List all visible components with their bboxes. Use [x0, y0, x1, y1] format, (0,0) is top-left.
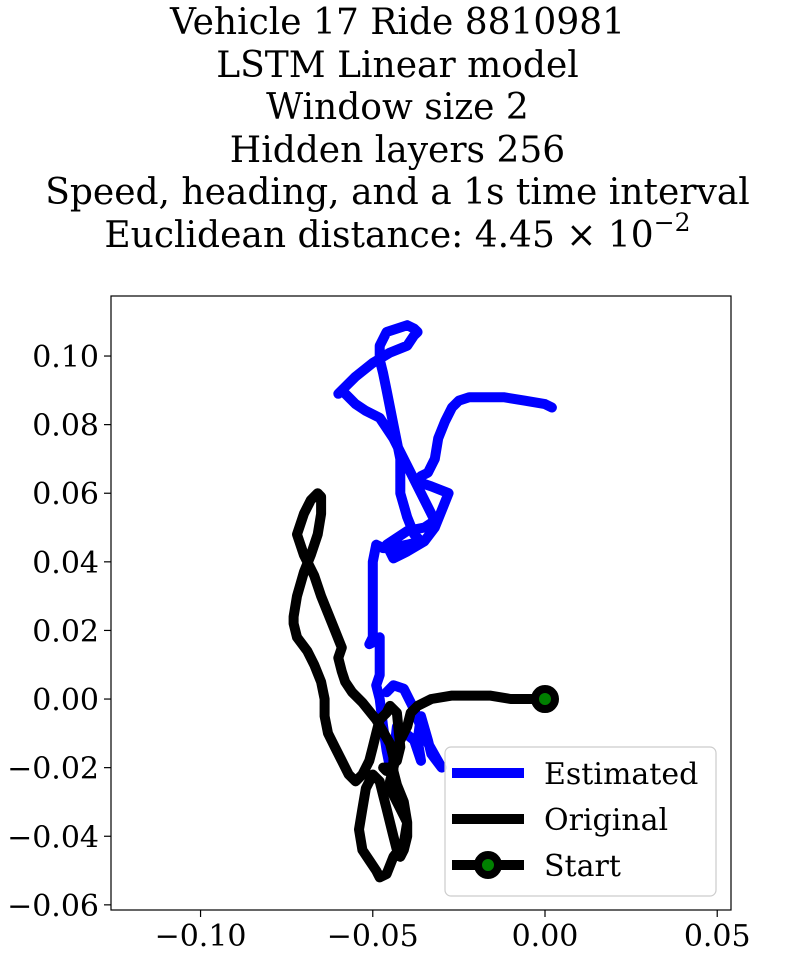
y-tick-label: 0.00: [32, 683, 99, 718]
plot-area-frame: [110, 295, 732, 911]
title-line-3: Window size 2: [266, 87, 529, 129]
y-tick-label: 0.10: [32, 340, 99, 375]
title-distance-text: Euclidean distance: 4.45 × 10: [104, 214, 654, 256]
y-tick-label: 0.08: [32, 409, 99, 444]
legend-box: [444, 746, 717, 897]
x-tick-label: −0.05: [327, 919, 419, 954]
legend-label-start: Start: [544, 849, 621, 884]
x-tick-label: 0.05: [684, 919, 751, 954]
legend-label-estimated: Estimated: [544, 757, 698, 792]
legend: Estimated Original Start: [444, 746, 717, 897]
series-layer: [288, 320, 559, 883]
legend-start-marker: [474, 851, 502, 879]
chart-title: Vehicle 17 Ride 8810981 LSTM Linear mode…: [0, 2, 795, 258]
title-line-4: Hidden layers 256: [229, 129, 566, 171]
y-tick-label: −0.02: [7, 752, 99, 787]
y-tick-label: 0.06: [32, 477, 99, 512]
title-line-6: Euclidean distance: 4.45 × 10−2: [0, 210, 795, 258]
x-tick-label: −0.10: [155, 919, 247, 954]
y-tick-label: −0.06: [7, 889, 99, 924]
title-line-5: Speed, heading, and a 1s time interval: [45, 172, 750, 214]
series-line-original: [288, 488, 550, 883]
start-marker: [531, 685, 559, 714]
axes-layer: −0.10 −0.05 0.00 0.05 −0.06 −0.04 −0.02 0.00 0.0…: [7, 340, 751, 954]
title-distance-exponent: −2: [653, 207, 691, 237]
y-tick-label: 0.04: [32, 546, 99, 581]
y-tick-label: −0.04: [7, 820, 99, 855]
x-tick-label: 0.00: [512, 919, 579, 954]
title-line-1: Vehicle 17 Ride 8810981: [169, 2, 626, 43]
legend-label-original: Original: [544, 803, 668, 838]
title-line-2: LSTM Linear model: [216, 44, 579, 86]
y-tick-label: 0.02: [32, 614, 99, 649]
